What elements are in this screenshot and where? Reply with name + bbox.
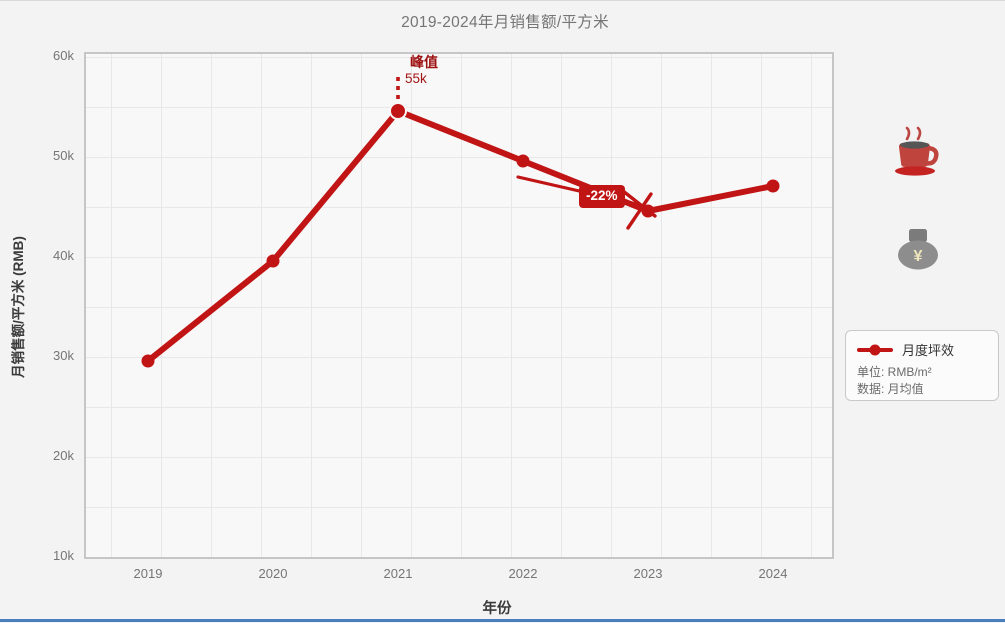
chart-title: 2019-2024年月销售额/平方米 — [401, 14, 609, 31]
y-tick-label: 10k — [53, 548, 74, 563]
y-tick-label: 30k — [53, 348, 74, 363]
x-axis-title: 年份 — [482, 601, 512, 617]
legend-unit-line: 单位: RMB/m² — [857, 365, 932, 379]
legend-data-line: 数据: 月均值 — [857, 382, 924, 397]
x-tick-label: 2019 — [133, 566, 163, 581]
y-axis-title: 月销售额/平方米 (RMB) — [11, 236, 26, 378]
legend-line-marker-icon — [857, 347, 893, 352]
peak-annotation-value: 55k — [405, 71, 427, 86]
bottom-accent-bar — [0, 619, 1005, 622]
y-tick-label: 40k — [53, 248, 74, 263]
peak-annotation-label: 峰值 — [410, 54, 438, 70]
svg-text:¥: ¥ — [914, 248, 923, 265]
legend: 月度坪效 单位: RMB/m² 数据: 月均值 — [845, 330, 999, 401]
legend-series-label: 月度坪效 — [902, 343, 955, 358]
y-tick-label: 20k — [53, 448, 74, 463]
plot-area — [84, 52, 834, 559]
drop-percent-badge: -22% — [579, 185, 625, 209]
x-tick-label: 2023 — [633, 566, 663, 581]
money-bag-icon: ¥ — [894, 227, 942, 280]
coffee-cup-icon — [894, 125, 944, 184]
x-tick-label: 2020 — [258, 566, 288, 581]
y-tick-label: 60k — [53, 48, 74, 63]
x-tick-label: 2024 — [758, 566, 788, 581]
y-tick-label: 50k — [53, 148, 74, 163]
x-tick-label: 2022 — [508, 566, 538, 581]
x-tick-label: 2021 — [383, 566, 413, 581]
